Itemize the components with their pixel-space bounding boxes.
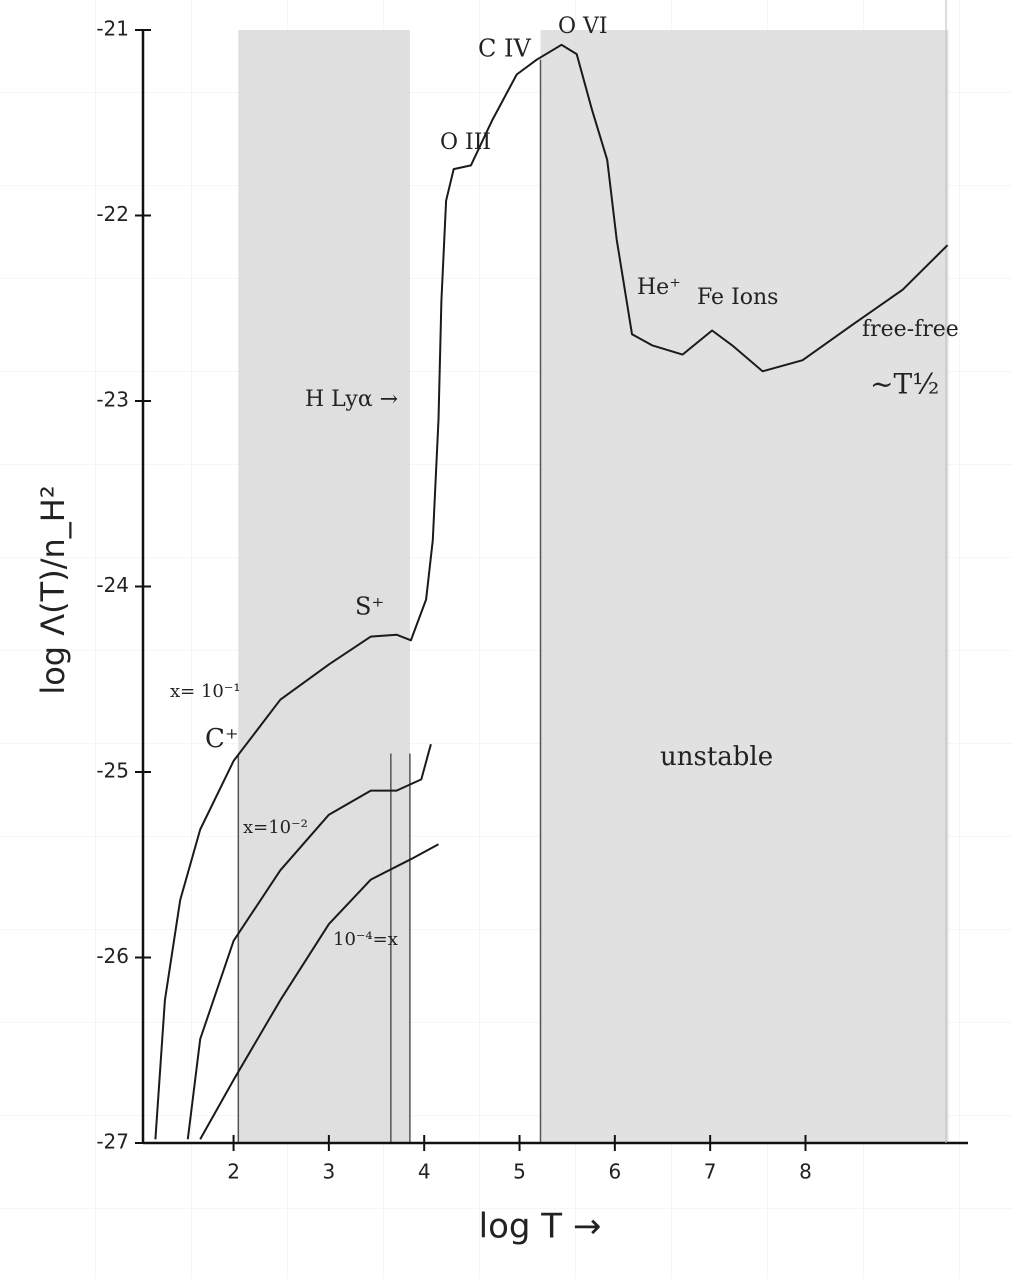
x-tick-label: 2 <box>227 1160 240 1184</box>
annotation: H Lyα → <box>305 387 398 412</box>
annotation: C⁺ <box>205 724 239 754</box>
annotation: Fe Ions <box>697 285 778 310</box>
annotation: O III <box>440 130 491 155</box>
y-tick-label: -26 <box>96 944 129 968</box>
x-tick-label: 6 <box>608 1160 621 1184</box>
series-label: 10⁻⁴=x <box>333 929 398 950</box>
shaded-region <box>540 30 948 1143</box>
x-tick-label: 3 <box>323 1160 336 1184</box>
y-tick-label: -27 <box>96 1130 129 1154</box>
page: {"chart_data": { "type": "line", "xlabel… <box>0 0 1012 1279</box>
x-tick-label: 7 <box>704 1160 717 1184</box>
annotation: free-free <box>862 317 959 342</box>
x-tick-label: 8 <box>799 1160 812 1184</box>
y-tick-label: -21 <box>96 17 129 41</box>
annotation: C IV <box>478 35 531 63</box>
chart: log T → log Λ(T)/n_H² -21 -22 -23 -24 -25 -26… <box>0 0 1012 1279</box>
y-tick-label: -22 <box>96 202 129 226</box>
x-axis-label: log T → <box>479 1207 602 1247</box>
x-tick-label: 5 <box>513 1160 526 1184</box>
annotation: O VI <box>558 14 608 39</box>
shaded-region <box>238 30 410 1143</box>
y-tick-label: -23 <box>96 388 129 412</box>
annotation: He⁺ <box>637 275 681 300</box>
series-label: x=10⁻² <box>243 817 308 838</box>
annotation: ~T½ <box>870 368 939 401</box>
y-tick-label: -24 <box>96 573 129 597</box>
x-tick-label: 4 <box>418 1160 431 1184</box>
annotation: S⁺ <box>355 593 384 621</box>
y-axis-label: log Λ(T)/n_H² <box>34 485 72 694</box>
series-label: x= 10⁻¹ <box>170 681 241 702</box>
y-tick-label: -25 <box>96 759 129 783</box>
annotation: unstable <box>660 742 773 772</box>
